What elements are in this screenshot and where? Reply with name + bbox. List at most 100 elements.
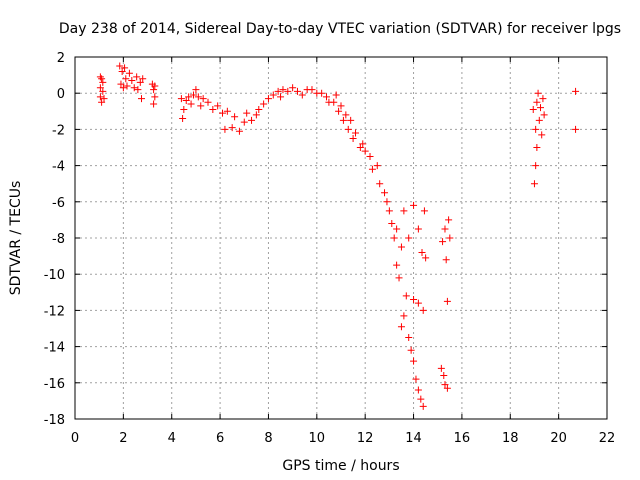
y-tick-label: -12: [44, 304, 65, 319]
data-point: [532, 125, 540, 133]
data-point: [414, 299, 422, 307]
data-point: [274, 87, 282, 95]
data-point: [339, 116, 347, 124]
data-point: [121, 64, 129, 72]
data-point: [383, 198, 391, 206]
data-point: [243, 109, 251, 117]
data-point: [185, 93, 193, 101]
chart-title: Day 238 of 2014, Sidereal Day-to-day VTE…: [59, 21, 621, 37]
data-point: [139, 75, 147, 83]
data-point: [264, 95, 272, 103]
data-point: [572, 87, 580, 95]
data-point: [118, 67, 126, 75]
data-point: [533, 98, 541, 106]
x-tick-label: 2: [119, 431, 127, 446]
y-tick-label: -10: [44, 268, 65, 283]
data-point: [151, 93, 159, 101]
grid: [75, 57, 607, 419]
data-point: [344, 125, 352, 133]
data-point: [441, 225, 449, 233]
data-point: [260, 100, 268, 108]
data-point: [422, 254, 430, 262]
data-point: [192, 86, 200, 94]
y-tick-label: -8: [52, 232, 65, 247]
x-tick-label: 12: [357, 431, 374, 446]
data-point: [414, 225, 422, 233]
data-point: [98, 75, 106, 83]
data-point: [332, 91, 340, 99]
data-point: [228, 124, 236, 132]
data-point: [419, 306, 427, 314]
data-point: [356, 144, 364, 151]
y-tick-labels: -18 -16 -14 -12 -10 -8 -6 -4 -2 0 2: [44, 51, 65, 428]
data-point: [533, 144, 541, 151]
data-point: [177, 95, 185, 103]
data-point: [99, 87, 107, 95]
data-point: [128, 77, 136, 85]
data-point: [179, 115, 187, 123]
y-tick-label: -2: [52, 123, 65, 138]
data-point: [136, 78, 144, 86]
y-tick-label: -18: [44, 413, 65, 428]
data-point: [235, 127, 243, 135]
data-point: [248, 116, 256, 124]
data-point: [572, 125, 580, 133]
data-point: [381, 189, 389, 197]
data-point: [407, 346, 415, 354]
x-tick-label: 6: [216, 431, 224, 446]
x-tick-label: 18: [502, 431, 519, 446]
data-point: [418, 248, 426, 256]
data-point: [150, 100, 158, 108]
data-point: [420, 207, 428, 215]
data-point: [342, 111, 350, 119]
data-point: [393, 261, 401, 269]
data-point: [151, 82, 159, 90]
data-point: [269, 91, 277, 99]
data-point: [240, 118, 248, 126]
data-point: [231, 113, 239, 121]
data-point: [405, 234, 413, 242]
x-tick-label: 14: [405, 431, 422, 446]
y-tick-label: 0: [57, 87, 65, 102]
data-point: [96, 84, 104, 92]
data-point: [390, 234, 398, 242]
data-point: [530, 180, 538, 188]
data-point: [410, 357, 418, 365]
data-point: [540, 111, 548, 119]
data-point: [537, 104, 544, 112]
data-point: [182, 96, 190, 104]
data-point: [352, 129, 360, 137]
data-point: [223, 107, 231, 115]
data-point: [400, 207, 408, 215]
data-point: [388, 220, 396, 228]
y-tick-label: -4: [52, 160, 65, 175]
data-point: [125, 69, 133, 77]
data-point: [538, 131, 546, 139]
y-tick-label: -16: [44, 377, 65, 392]
data-point: [445, 216, 453, 224]
data-point: [366, 153, 374, 161]
x-tick-label: 20: [550, 431, 567, 446]
data-point: [318, 89, 326, 97]
data-point: [410, 296, 418, 304]
data-point: [535, 116, 543, 124]
data-point: [393, 225, 401, 233]
data-point: [197, 102, 205, 110]
data-point: [96, 73, 104, 81]
data-point: [446, 234, 454, 242]
data-point: [138, 95, 145, 103]
data-point: [130, 84, 138, 92]
data-point: [412, 375, 420, 383]
x-tick-label: 4: [168, 431, 176, 446]
data-point: [439, 238, 447, 246]
data-point: [405, 334, 413, 342]
data-point: [337, 102, 345, 110]
data-point: [410, 201, 418, 209]
plot-frame: [74, 56, 608, 420]
x-tick-labels: 0 2 4 6 8 10 12 14 16 18 20 22: [71, 431, 615, 446]
data-point: [255, 105, 263, 113]
data-point: [359, 140, 367, 148]
data-point: [397, 323, 405, 331]
data-points: [96, 62, 580, 410]
data-point: [122, 75, 130, 83]
